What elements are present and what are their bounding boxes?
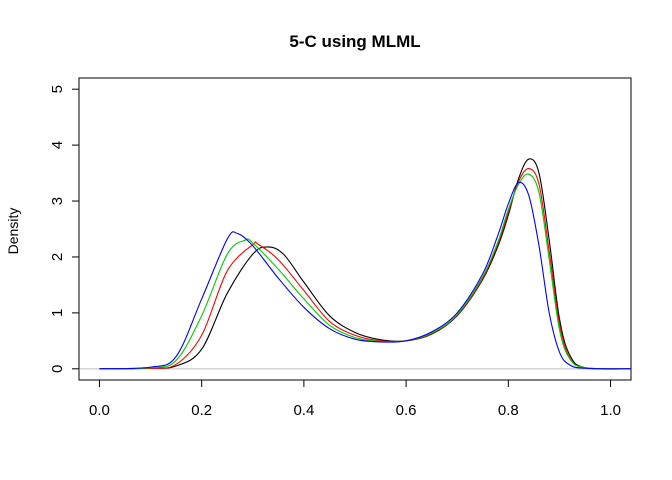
x-tick-label: 0.6 bbox=[396, 402, 417, 419]
x-tick-label: 0.4 bbox=[293, 402, 314, 419]
series-line-green bbox=[99, 173, 632, 370]
series-line-blue bbox=[99, 181, 632, 370]
x-tick-label: 0.2 bbox=[191, 402, 212, 419]
series-line-red bbox=[99, 168, 632, 370]
y-axis-label: Density bbox=[5, 208, 21, 255]
y-tick-label: 0 bbox=[49, 365, 66, 373]
x-tick-label: 1.0 bbox=[600, 402, 621, 419]
y-tick-label: 5 bbox=[49, 85, 66, 93]
x-tick-label: 0.8 bbox=[498, 402, 519, 419]
chart-title: 5-C using MLML bbox=[289, 32, 420, 51]
y-tick-label: 2 bbox=[49, 253, 66, 261]
y-tick-label: 3 bbox=[49, 197, 66, 205]
series-layer bbox=[99, 158, 632, 370]
y-tick-label: 1 bbox=[49, 309, 66, 317]
x-tick-label: 0.0 bbox=[89, 402, 110, 419]
y-axis: 0 1 2 3 4 5 bbox=[49, 85, 80, 373]
y-tick-label: 4 bbox=[49, 141, 66, 149]
x-axis: 0.0 0.2 0.4 0.6 0.8 1.0 bbox=[89, 379, 621, 419]
